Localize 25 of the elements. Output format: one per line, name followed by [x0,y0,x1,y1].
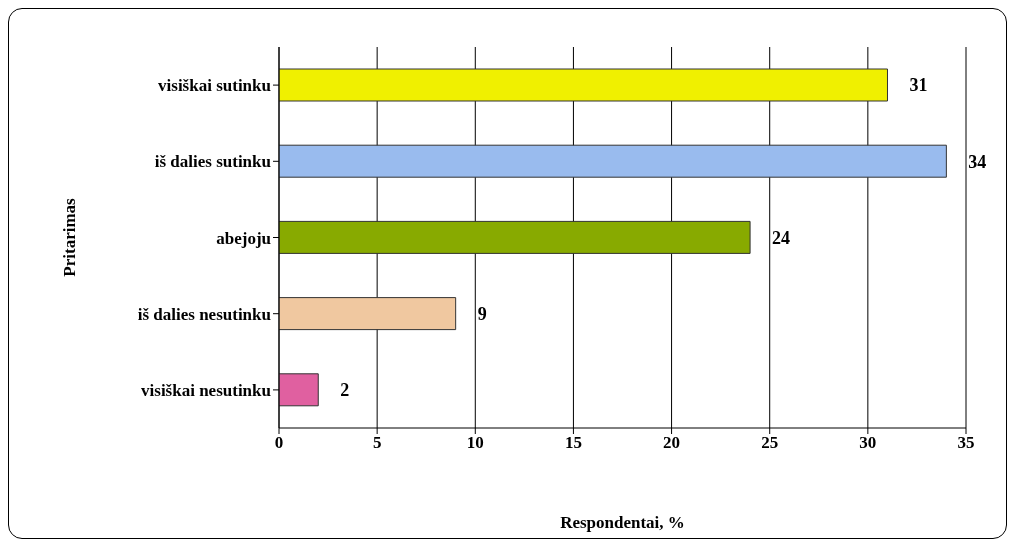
bar [279,68,888,102]
data-label: 24 [772,227,791,248]
y-tick-label: abejoju [216,228,271,248]
x-tick-label: 10 [466,433,484,453]
x-tick-label: 20 [663,433,681,453]
data-label: 34 [968,151,987,172]
x-tick-label: 30 [859,433,877,453]
x-axis-title: Respondentai, % [560,513,685,532]
x-tick-label: 0 [274,433,284,453]
y-tick-label: visiškai sutinku [158,76,271,96]
data-label: 31 [909,75,928,96]
bar [279,144,947,178]
bar [279,297,457,331]
x-tick-label: 35 [957,433,975,453]
y-tick-label: visiškai nesutinku [141,380,271,400]
x-tick-label: 25 [761,433,779,453]
bar [279,373,319,407]
data-label: 2 [340,380,350,401]
y-axis-title: Pritarimas [60,197,80,277]
y-tick-label: iš dalies nesutinku [137,304,271,324]
x-tick-label: 5 [372,433,382,453]
data-label: 9 [477,303,487,324]
y-tick-label: iš dalies sutinku [154,152,271,172]
bar [279,220,751,254]
x-tick-label: 15 [564,433,582,453]
